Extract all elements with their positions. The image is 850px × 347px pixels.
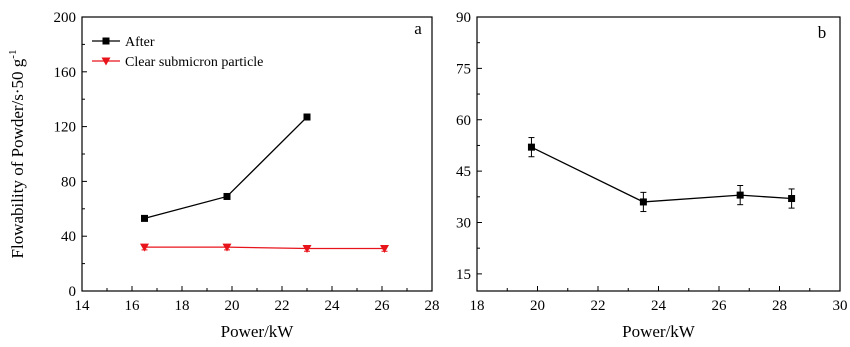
data-point-triangle (222, 243, 232, 252)
y-tick-label: 90 (456, 10, 471, 26)
chart-panel-b: 18 20 22 24 26 28 30 15 30 45 60 75 90 Power/kW b (456, 10, 848, 341)
y-tick-label: 60 (456, 113, 471, 129)
x-tick-label: 18 (470, 298, 485, 314)
data-point-square (736, 191, 744, 199)
legend-marker-triangle (101, 57, 111, 66)
data-point-square (303, 113, 311, 121)
series-line (144, 246, 385, 250)
data-point-square (141, 214, 148, 222)
legend: After Clear submicron particle (92, 35, 263, 70)
legend-marker-square (102, 37, 110, 45)
y-axis-title-text: Flowability of Powder/s·50 g (8, 58, 27, 258)
x-tick-label: 18 (175, 298, 190, 314)
x-tick-label: 24 (651, 298, 667, 314)
x-tick-label: 22 (591, 298, 606, 314)
series-line (531, 146, 792, 203)
legend-label: After (125, 35, 155, 50)
y-tick-label: 15 (456, 267, 471, 283)
data-point-square (223, 192, 231, 200)
legend-label: Clear submicron particle (125, 55, 263, 70)
chart-panel-a: 14 16 18 20 22 24 26 28 0 40 80 120 160 200 Power/kW Fl… (7, 10, 440, 341)
data-point-triangle (302, 245, 312, 254)
data-point-triangle (140, 243, 149, 252)
y-tick-label: 160 (54, 65, 77, 81)
x-tick-label: 20 (530, 298, 545, 314)
y-tick-label: 0 (69, 284, 77, 300)
y-axis-title: Flowability of Powder/s·50 g-1 (7, 50, 27, 259)
data-point-triangle (380, 245, 389, 254)
y-tick-label: 30 (456, 216, 471, 232)
x-tick-label: 28 (425, 298, 440, 314)
data-point-square (639, 198, 647, 206)
x-tick-label: 16 (125, 298, 141, 314)
data-point-square (527, 143, 535, 151)
y-tick-label: 80 (61, 174, 76, 190)
data-point-square (788, 195, 796, 203)
x-tick-label: 24 (325, 298, 341, 314)
x-tick-label: 26 (712, 298, 728, 314)
y-tick-label: 45 (456, 164, 471, 180)
series-line (144, 116, 308, 220)
x-tick-label: 22 (275, 298, 290, 314)
y-axis-title-superscript: -1 (7, 50, 19, 59)
x-tick-label: 20 (225, 298, 240, 314)
x-axis-title: Power/kW (221, 322, 295, 341)
x-axis-title: Power/kW (622, 322, 696, 341)
x-tick-label: 14 (75, 298, 91, 314)
y-tick-label: 75 (456, 61, 471, 77)
panel-label: a (414, 19, 422, 38)
y-tick-label: 120 (54, 120, 77, 136)
x-tick-label: 30 (833, 298, 848, 314)
y-tick-label: 40 (61, 229, 76, 245)
panel-label: b (818, 23, 827, 42)
y-tick-label: 200 (54, 10, 77, 26)
x-tick-label: 28 (772, 298, 787, 314)
x-tick-label: 26 (375, 298, 391, 314)
